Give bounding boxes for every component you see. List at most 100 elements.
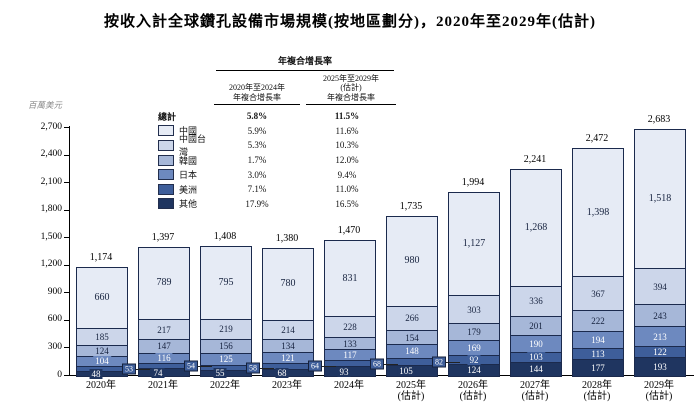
leader-line xyxy=(136,368,150,370)
bar-segment-日本: 190 xyxy=(511,335,561,354)
segment-value-label: 104 xyxy=(93,356,111,367)
pulled-value-label: 68 xyxy=(370,358,384,370)
bar-segment-其他: 74 xyxy=(139,367,189,378)
x-tick-label: 2025年 (估計) xyxy=(396,380,426,402)
legend-swatch-china xyxy=(158,125,174,137)
segment-value-label: 367 xyxy=(591,288,605,299)
bar-2029年: 1,518 394 243 213 122 193 xyxy=(634,128,686,377)
segment-value-label: 243 xyxy=(653,310,667,321)
segment-value-label: 144 xyxy=(529,364,543,375)
bar-total-label: 1,408 xyxy=(213,230,237,242)
cagr-row-others: 其他 17.9% 16.5% xyxy=(150,197,402,212)
leader-line xyxy=(198,366,212,368)
bar-2028年: 1,398 367 222 194 113 177 xyxy=(572,148,624,377)
x-tick-label: 2020年 xyxy=(86,380,116,391)
bar-segment-日本: 117 xyxy=(325,350,375,362)
bar-total-label: 1,380 xyxy=(275,233,299,245)
legend-label: 其他 xyxy=(179,199,198,210)
bar-segment-中國台灣: 394 xyxy=(635,268,685,306)
segment-value-label: 780 xyxy=(280,278,296,290)
x-tick-label: 2027年 (估計) xyxy=(520,380,550,402)
segment-value-label: 124 xyxy=(93,345,111,356)
bar-segment-中國: 980 xyxy=(387,216,437,307)
bar-segment-美洲: 82 xyxy=(387,356,460,368)
bar-segment-其他: 144 xyxy=(511,362,561,376)
legend-swatch-japan xyxy=(158,169,174,181)
cagr-group-header: 年複合增長率 xyxy=(216,54,394,71)
bar-segment-韓國: 222 xyxy=(573,311,623,332)
segment-value-label: 116 xyxy=(155,353,173,364)
bar-segment-中國台灣: 214 xyxy=(263,320,313,341)
segment-value-label: 68 xyxy=(275,367,289,378)
bar-segment-其他: 68 xyxy=(263,367,313,378)
segment-value-label: 394 xyxy=(653,281,667,292)
bar-total-label: 1,994 xyxy=(461,176,485,188)
segment-value-label: 147 xyxy=(157,341,171,352)
pulled-value-label: 53 xyxy=(122,363,136,375)
legend-label: 中國 xyxy=(179,126,198,137)
bar-segment-其他: 193 xyxy=(635,358,685,376)
segment-value-label: 134 xyxy=(279,341,297,352)
bar-segment-其他: 48 xyxy=(77,368,127,379)
cagr-value: 1.7% xyxy=(247,155,267,166)
segment-value-label: 219 xyxy=(219,324,233,335)
cagr-value: 5.3% xyxy=(247,140,267,151)
bar-total-label: 2,241 xyxy=(523,154,547,166)
y-tick-mark xyxy=(64,319,69,321)
segment-value-label: 214 xyxy=(281,325,295,336)
bar-total-label: 2,683 xyxy=(647,113,671,125)
bar-segment-中國: 1,127 xyxy=(449,192,499,297)
y-tick-mark xyxy=(64,292,69,294)
leader-line xyxy=(446,362,460,364)
bar-segment-其他: 55 xyxy=(201,368,251,379)
bar-total-label: 1,470 xyxy=(337,224,361,236)
leader-line xyxy=(260,367,274,369)
bar-segment-日本: 213 xyxy=(635,327,685,348)
y-tick-mark xyxy=(64,264,69,266)
segment-value-label: 103 xyxy=(527,352,545,363)
bar-segment-韓國: 147 xyxy=(139,340,189,354)
bar-segment-韓國: 201 xyxy=(511,317,561,336)
legend-swatch-americas xyxy=(158,183,174,195)
cagr-column-headers: 2020年至2024年 年複合增長率 2025年至2029年 (估計) 年複合增… xyxy=(150,71,402,105)
y-tick-label: 300 xyxy=(47,341,62,352)
x-tick-label: 2029年 (估計) xyxy=(644,380,674,402)
x-axis-line xyxy=(65,375,694,376)
bar-segment-中國台灣: 266 xyxy=(387,306,437,332)
total-cagr-2020-2024: 5.8% xyxy=(246,111,268,122)
y-tick-label: 900 xyxy=(47,286,62,297)
bar-segment-中國: 831 xyxy=(325,240,375,318)
bar-segment-韓國: 154 xyxy=(387,331,437,346)
bar-2020年: 660 185 124 104 53 48 xyxy=(76,267,150,379)
bar-segment-其他: 93 xyxy=(325,366,375,377)
y-tick-label: 2,100 xyxy=(40,176,62,187)
segment-value-label: 201 xyxy=(529,321,543,332)
legend-swatch-others xyxy=(158,198,174,210)
segment-value-label: 154 xyxy=(405,332,419,343)
segment-value-label: 194 xyxy=(591,334,605,345)
cagr-value: 16.5% xyxy=(335,198,359,209)
y-tick-label: 1,200 xyxy=(40,259,62,270)
y-tick-mark xyxy=(64,182,69,184)
segment-value-label: 789 xyxy=(156,277,172,289)
cagr-row-china: 中國 5.9% 11.6% xyxy=(150,124,402,139)
y-tick-mark xyxy=(64,209,69,211)
bar-segment-中國台灣: 219 xyxy=(201,319,251,340)
segment-value-label: 122 xyxy=(651,347,669,358)
bar-segment-其他: 177 xyxy=(573,359,623,376)
legend-label: 中國台灣 xyxy=(179,134,207,158)
cagr-value: 9.4% xyxy=(337,169,357,180)
cagr-row-americas: 美洲 7.1% 11.0% xyxy=(150,182,402,197)
segment-value-label: 179 xyxy=(467,326,481,337)
segment-value-label: 1,398 xyxy=(586,206,610,218)
bar-segment-中國: 1,268 xyxy=(511,170,561,287)
y-tick-mark xyxy=(64,347,69,349)
bar-segment-中國台灣: 303 xyxy=(449,296,499,325)
bar-2022年: 795 219 156 125 58 55 xyxy=(200,245,274,379)
bar-segment-其他: 124 xyxy=(449,364,499,376)
y-tick-label: 2,700 xyxy=(40,121,62,132)
bar-segment-中國台灣: 185 xyxy=(77,328,127,346)
y-tick-label: 1,500 xyxy=(40,231,62,242)
bar-segment-中國: 660 xyxy=(77,268,127,329)
leader-line xyxy=(384,363,398,365)
